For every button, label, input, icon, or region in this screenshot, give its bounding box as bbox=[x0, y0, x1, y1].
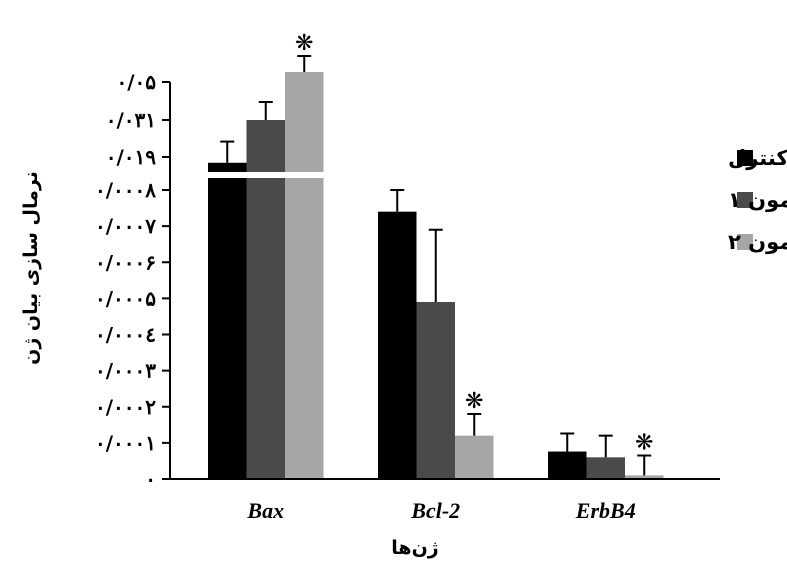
bar-bcl-2-series-3 bbox=[455, 435, 494, 479]
significance-marker: ❋ bbox=[465, 389, 483, 414]
x-axis-title: ژن‌ها bbox=[391, 537, 438, 559]
x-tick-label-bax: Bax bbox=[246, 498, 284, 523]
significance-marker: ❋ bbox=[295, 31, 313, 56]
significance-markers-layer: ❋ ❋ ❋ bbox=[295, 31, 653, 456]
bar-erbb4-series-3 bbox=[625, 475, 664, 479]
axes-layer: Bax Bcl-2 ErbB4 ۰ ۰/۰۰۰۱ ۰/۰۰۰۲ ۰/۰۰۰۳ ۰/۰۰۰٤ ۰/… bbox=[95, 70, 720, 523]
legend-swatch-series-1 bbox=[737, 150, 753, 166]
y-axis-title: نرمال سازی بیان ژن bbox=[20, 171, 42, 365]
legend-label-series-3: گروه آزمون ۲ bbox=[728, 229, 787, 254]
y-tick-lower-1-label: ۰/۰۰۰۱ bbox=[95, 431, 156, 455]
y-tick-lower-4-label: ۰/۰۰۰٤ bbox=[95, 323, 156, 347]
legend: گروه کنترل گروه آزمون ۱ گروه آزمون ۲ bbox=[728, 145, 787, 254]
legend-label-series-1: گروه کنترل bbox=[728, 145, 787, 170]
legend-label-series-2: گروه آزمون ۱ bbox=[728, 187, 787, 212]
y-tick-lower-5-label: ۰/۰۰۰۵ bbox=[95, 286, 156, 310]
y-tick-lower-0-label: ۰ bbox=[145, 467, 156, 491]
y-tick-upper-0-label: ۰/۰۱۹ bbox=[106, 145, 157, 169]
legend-swatch-series-3 bbox=[737, 234, 753, 250]
y-tick-upper-2-label: ۰/۰۵ bbox=[116, 70, 156, 94]
y-tick-lower-2-label: ۰/۰۰۰۲ bbox=[95, 395, 156, 419]
bar-bcl-2-series-1 bbox=[378, 211, 417, 480]
x-tick-label-bcl-2: Bcl-2 bbox=[410, 498, 460, 523]
error-bars-layer bbox=[220, 55, 652, 476]
bar-bax-series-2 bbox=[246, 120, 285, 479]
bars-layer bbox=[208, 72, 664, 480]
x-tick-label-erbb4: ErbB4 bbox=[575, 498, 636, 523]
bar-erbb4-series-1 bbox=[548, 451, 587, 479]
y-tick-lower-3-label: ۰/۰۰۰۳ bbox=[95, 359, 156, 383]
axis-break-gap bbox=[160, 172, 330, 178]
significance-marker: ❋ bbox=[635, 431, 653, 456]
bar-bax-series-3 bbox=[285, 72, 324, 479]
y-tick-lower-8-label: ۰/۰۰۰۸ bbox=[95, 178, 156, 202]
y-tick-upper-1-label: ۰/۰۳۱ bbox=[106, 108, 156, 132]
bar-bax-series-1 bbox=[208, 162, 247, 479]
y-tick-lower-6-label: ۰/۰۰۰۶ bbox=[95, 250, 156, 274]
legend-swatch-series-2 bbox=[737, 192, 753, 208]
bar-bcl-2-series-2 bbox=[416, 301, 455, 479]
bar-erbb4-series-2 bbox=[586, 457, 625, 479]
axis-break-layer bbox=[160, 172, 330, 178]
y-tick-lower-7-label: ۰/۰۰۰۷ bbox=[95, 214, 156, 238]
